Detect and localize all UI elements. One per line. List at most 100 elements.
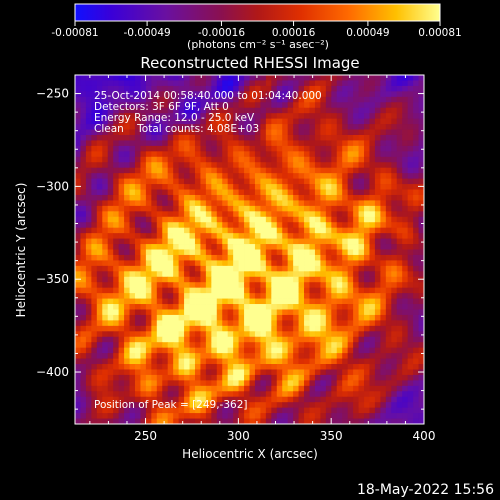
heatmap-cell [385, 347, 392, 354]
heatmap-cell [331, 396, 338, 403]
heatmap-cell [205, 167, 212, 174]
heatmap-cell [331, 418, 338, 424]
heatmap-cell [249, 124, 256, 130]
heatmap-cell [418, 353, 424, 359]
heatmap-cell [293, 80, 299, 87]
heatmap-cell [124, 402, 130, 409]
colorbar-tick-label: -0.00016 [198, 27, 246, 39]
heatmap-cell [238, 233, 245, 239]
heatmap-cell [151, 145, 158, 152]
heatmap-cell [156, 369, 163, 376]
heatmap-cell [402, 265, 409, 272]
heatmap-cell [145, 85, 152, 92]
heatmap-cell [271, 413, 278, 419]
heatmap-cell [194, 396, 201, 403]
heatmap-cell [216, 173, 223, 180]
heatmap-cell [342, 418, 349, 424]
heatmap-cell [287, 244, 294, 250]
heatmap-cell [91, 260, 98, 267]
heatmap-cell [413, 369, 419, 376]
heatmap-cell [107, 75, 114, 81]
heatmap-cell [325, 353, 332, 359]
heatmap-cell [189, 178, 196, 185]
heatmap-cell [134, 304, 141, 310]
heatmap-cell [178, 134, 185, 141]
heatmap-cell [205, 287, 212, 294]
heatmap-cell [331, 364, 338, 370]
heatmap-cell [124, 140, 130, 147]
heatmap-cell [129, 413, 136, 419]
heatmap-cell [276, 75, 283, 81]
heatmap-cell [173, 271, 180, 278]
heatmap-cell [413, 358, 419, 365]
heatmap-cell [118, 91, 125, 98]
heatmap-cell [298, 75, 305, 81]
heatmap-cell [413, 309, 419, 316]
heatmap-cell [298, 364, 305, 370]
heatmap-cell [194, 254, 201, 261]
heatmap-cell [331, 331, 338, 338]
heatmap-cell [162, 254, 169, 261]
heatmap-cell [205, 102, 212, 109]
heatmap-cell [320, 156, 327, 163]
heatmap-cell [134, 380, 141, 387]
heatmap-cell [134, 298, 141, 305]
heatmap-cell [418, 205, 424, 212]
heatmap-cell [194, 271, 201, 278]
heatmap-cell [265, 194, 272, 201]
heatmap-cell [145, 331, 152, 338]
heatmap-cell [407, 107, 414, 114]
heatmap-cell [314, 211, 321, 218]
heatmap-cell [342, 167, 349, 174]
heatmap-cell [80, 309, 87, 316]
heatmap-cell [353, 413, 359, 419]
heatmap-cell [145, 407, 152, 414]
heatmap-cell [364, 178, 370, 185]
heatmap-cell [314, 238, 321, 245]
heatmap-cell [391, 96, 398, 103]
heatmap-cell [222, 80, 229, 87]
heatmap-cell [331, 227, 338, 234]
heatmap-cell [265, 205, 272, 212]
heatmap-cell [304, 369, 310, 376]
heatmap-cell [189, 167, 196, 174]
heatmap-cell [293, 91, 299, 98]
heatmap-cell [309, 325, 316, 332]
heatmap-cell [342, 96, 349, 103]
heatmap-cell [91, 265, 98, 272]
heatmap-cell [364, 124, 370, 130]
heatmap-cell [129, 396, 136, 403]
heatmap-cell [391, 244, 398, 250]
heatmap-cell [227, 287, 234, 294]
heatmap-cell [276, 342, 283, 349]
heatmap-cell [211, 118, 218, 125]
heatmap-cell [287, 265, 294, 272]
heatmap-cell [298, 320, 305, 327]
heatmap-cell [325, 238, 332, 245]
heatmap-cell [320, 342, 327, 349]
heatmap-cell [80, 102, 87, 109]
heatmap-cell [304, 254, 310, 261]
heatmap-cell [293, 85, 299, 92]
heatmap-cell [249, 75, 256, 81]
heatmap-cell [391, 107, 398, 114]
heatmap-cell [413, 216, 419, 223]
heatmap-cell [216, 244, 223, 250]
heatmap-cell [124, 314, 130, 321]
heatmap-cell [418, 162, 424, 169]
heatmap-cell [309, 249, 316, 256]
heatmap-cell [407, 216, 414, 223]
heatmap-cell [145, 325, 152, 332]
heatmap-cell [369, 80, 376, 87]
heatmap-cell [320, 205, 327, 212]
heatmap-cell [265, 96, 272, 103]
heatmap-cell [205, 162, 212, 169]
heatmap-cell [336, 178, 343, 185]
heatmap-cell [91, 151, 98, 158]
heatmap-cell [162, 265, 169, 272]
heatmap-cell [222, 244, 229, 250]
heatmap-cell [369, 96, 376, 103]
heatmap-cell [178, 200, 185, 207]
heatmap-cell [314, 358, 321, 365]
heatmap-cell [173, 134, 180, 141]
